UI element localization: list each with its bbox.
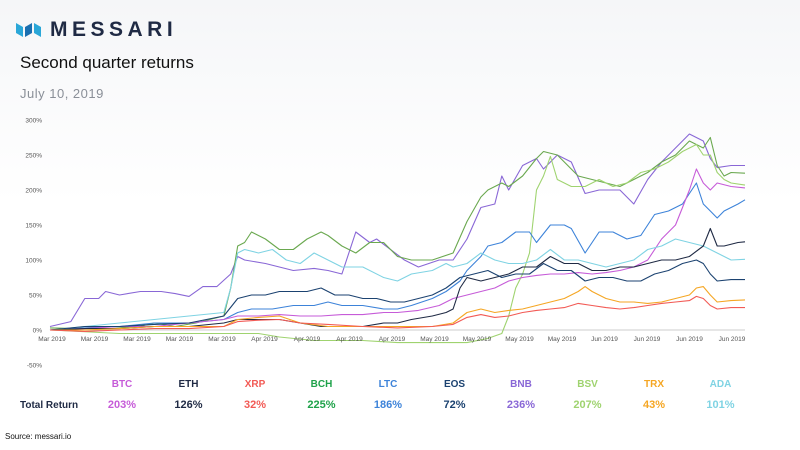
y-tick-label: -50% [27, 363, 42, 370]
x-tick-label: Mar 2019 [81, 336, 109, 343]
return-value-ada: 101% [706, 399, 735, 411]
return-asset-eth: ETH [178, 379, 199, 390]
return-value-bch: 225% [307, 399, 336, 411]
return-value-trx: 43% [642, 399, 666, 411]
x-tick-label: Apr 2019 [251, 336, 278, 343]
return-asset-xrp: XRP [244, 379, 266, 390]
return-value-eos: 72% [443, 399, 466, 411]
series-line-trx [50, 286, 746, 331]
return-asset-bsv: BSV [577, 379, 598, 390]
chart-date: July 10, 2019 [20, 86, 104, 101]
messari-logo: MESSARI [16, 18, 177, 42]
y-tick-label: 250% [25, 153, 42, 160]
series-line-bsv [49, 143, 746, 344]
chart-title: Second quarter returns [20, 53, 194, 72]
x-tick-label: Jun 2019 [676, 336, 703, 343]
series-line-btc [49, 168, 746, 331]
return-value-bsv: 207% [573, 399, 602, 411]
y-tick-label: 200% [25, 188, 42, 195]
x-tick-label: May 2019 [420, 336, 449, 343]
return-value-eth: 126% [174, 399, 203, 411]
x-tick-label: Apr 2019 [336, 336, 363, 343]
y-tick-label: 100% [25, 258, 42, 265]
y-tick-label: 50% [29, 293, 42, 300]
x-tick-label: May 2019 [548, 336, 577, 343]
return-asset-ada: ADA [709, 379, 732, 390]
series-line-xrp [49, 295, 745, 332]
return-value-bnb: 236% [506, 399, 536, 411]
brand-name: MESSARI [50, 18, 178, 41]
x-tick-label: Mar 2019 [208, 336, 236, 343]
x-tick-label: Jun 2019 [591, 336, 618, 343]
series-line-bch [49, 136, 746, 330]
series-line-bnb [49, 133, 745, 328]
series-line-eth [49, 227, 746, 331]
x-tick-label: Mar 2019 [123, 336, 151, 343]
x-tick-label: Mar 2019 [166, 336, 194, 343]
x-tick-label: Jun 2019 [719, 336, 746, 343]
y-tick-label: 0% [33, 328, 43, 335]
return-asset-btc: BTC [111, 379, 133, 390]
total-return-label: Total Return [20, 400, 79, 411]
return-value-xrp: 32% [243, 399, 267, 411]
return-value-btc: 203% [107, 399, 137, 411]
return-value-ltc: 186% [373, 399, 403, 411]
y-tick-label: 300% [25, 118, 42, 125]
x-tick-label: May 2019 [505, 336, 534, 343]
return-asset-bch: BCH [310, 379, 333, 390]
return-asset-eos: EOS [443, 379, 466, 390]
return-asset-ltc: LTC [378, 379, 398, 390]
source-note: Source: messari.io [5, 432, 72, 441]
x-tick-label: May 2019 [463, 336, 492, 343]
x-tick-label: Mar 2019 [38, 336, 66, 343]
series-line-ada [49, 238, 746, 331]
x-tick-label: Jun 2019 [634, 336, 661, 343]
series-line-eos [49, 259, 745, 331]
return-asset-trx: TRX [644, 379, 664, 390]
return-asset-bnb: BNB [510, 379, 532, 390]
messari-logo-icon [16, 23, 41, 37]
y-tick-label: 150% [25, 223, 42, 230]
x-tick-label: Apr 2019 [379, 336, 406, 343]
x-tick-label: Apr 2019 [294, 336, 321, 343]
